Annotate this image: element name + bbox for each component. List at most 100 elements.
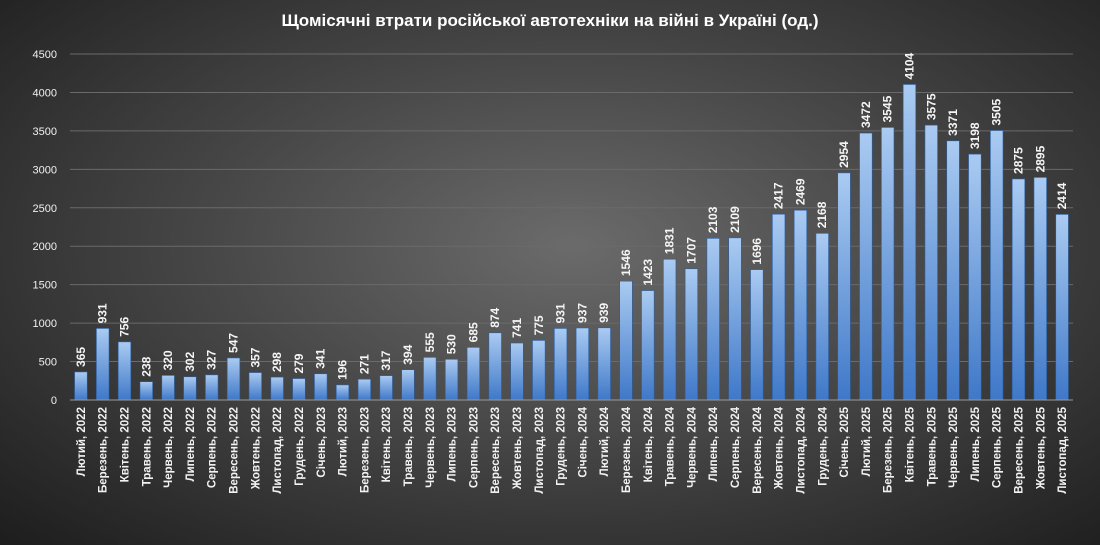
bar: [335, 384, 350, 401]
x-tick-label: Вересень, 2023: [490, 407, 502, 494]
x-tick-label: Листопад, 2024: [795, 406, 807, 493]
x-tick-label: Квітень, 2025: [904, 406, 916, 482]
data-label: 2417: [772, 182, 786, 209]
data-label: 2875: [1011, 147, 1025, 174]
x-tick-label: Лютий, 2024: [599, 406, 611, 476]
data-label: 1831: [663, 227, 677, 254]
data-label: 4104: [902, 52, 916, 79]
data-label: 341: [314, 348, 328, 368]
data-label: 937: [575, 303, 589, 323]
bar: [772, 213, 786, 401]
x-tick-label: Грудень, 2022: [294, 407, 306, 486]
data-label: 775: [532, 315, 546, 335]
data-label: 302: [183, 351, 197, 371]
data-label: 3371: [946, 109, 960, 136]
x-tick-label: Грудень, 2024: [817, 406, 829, 485]
bar: [74, 371, 88, 401]
bar: [401, 369, 415, 401]
x-tick-label: Липень, 2023: [447, 407, 459, 481]
x-tick-label: Лютий, 2025: [861, 406, 873, 476]
x-tick-label: Серпень, 2025: [992, 406, 1004, 488]
data-label: 2954: [837, 141, 851, 168]
x-tick-label: Серпень, 2023: [468, 407, 480, 488]
bar: [117, 341, 132, 401]
y-tick-label: 2000: [33, 241, 57, 253]
bar: [641, 290, 655, 401]
x-tick-label: Червень, 2025: [948, 406, 960, 487]
bar: [314, 373, 328, 401]
bar: [924, 124, 938, 401]
chart-title: Щомісячні втрати російської автотехніки …: [281, 11, 818, 30]
bar: [793, 209, 808, 401]
data-label: 3575: [924, 93, 938, 120]
data-label: 320: [161, 350, 175, 370]
bar: [728, 237, 742, 401]
x-tick-label: Лютий, 2023: [338, 407, 350, 476]
y-tick-label: 1500: [33, 280, 57, 292]
x-tick-label: Лютий, 2022: [76, 407, 88, 476]
bar: [1055, 214, 1069, 401]
data-label: 939: [597, 302, 611, 322]
data-label: 530: [445, 334, 459, 354]
bar: [510, 342, 524, 401]
y-axis-ticks: 0 500 1000 1500 2000 2500 3000 3500 4000 4500: [33, 49, 57, 407]
bar: [357, 378, 371, 401]
bar: [1033, 177, 1047, 401]
x-tick-label: Вересень, 2024: [752, 406, 764, 493]
bar: [139, 381, 153, 401]
x-tick-label: Червень, 2024: [686, 406, 698, 487]
bar: [597, 327, 611, 401]
data-label: 1546: [619, 249, 633, 276]
y-tick-label: 3500: [33, 126, 57, 138]
bar: [815, 233, 829, 401]
x-tick-label: Травень, 2024: [665, 406, 677, 486]
bar: [706, 238, 720, 401]
x-tick-label: Серпень, 2024: [730, 406, 742, 488]
bar: [161, 375, 175, 401]
bar: [553, 328, 568, 401]
data-label: 931: [96, 303, 110, 323]
bar: [96, 328, 110, 401]
bar: [837, 172, 851, 401]
y-tick-label: 4000: [33, 87, 57, 99]
data-label: 3505: [990, 98, 1004, 125]
bar: [444, 358, 459, 401]
data-label: 756: [118, 317, 132, 337]
data-label: 2103: [706, 206, 720, 233]
bar: [532, 340, 546, 401]
bar: [946, 140, 960, 401]
bar: [859, 132, 873, 401]
data-label: 2168: [815, 201, 829, 228]
x-tick-label: Червень, 2023: [425, 407, 437, 488]
x-tick-label: Березень, 2022: [98, 407, 110, 493]
data-label: 327: [205, 350, 219, 370]
bar: [575, 327, 590, 401]
data-label: 685: [466, 322, 480, 342]
data-label: 2414: [1055, 182, 1069, 209]
data-label: 874: [488, 307, 502, 327]
bar: [902, 84, 917, 401]
bar: [292, 378, 306, 401]
data-label: 357: [248, 347, 262, 367]
data-labels: 365 931 756 238 320 302 327 547 357 298 279 341 196 2…: [74, 52, 1069, 380]
data-label: 271: [357, 354, 371, 374]
x-tick-label: Липень, 2022: [185, 407, 197, 481]
x-tick-label: Грудень, 2023: [556, 407, 568, 486]
data-label: 2895: [1033, 145, 1047, 172]
x-tick-label: Жовтень, 2022: [250, 407, 262, 490]
x-tick-label: Квітень, 2022: [120, 407, 132, 482]
x-tick-label: Березень, 2024: [621, 406, 633, 493]
x-tick-label: Листопад, 2022: [272, 407, 284, 494]
y-tick-label: 1000: [33, 318, 57, 330]
y-tick-label: 0: [51, 395, 57, 407]
data-label: 1696: [750, 238, 764, 265]
bar: [619, 280, 633, 401]
y-tick-label: 2500: [33, 203, 57, 215]
x-tick-label: Січень, 2023: [316, 407, 328, 478]
x-tick-label: Березень, 2025: [883, 406, 895, 493]
data-label: 1423: [641, 259, 655, 286]
data-label: 3198: [968, 122, 982, 149]
x-tick-label: Липень, 2024: [708, 406, 720, 481]
data-label: 741: [510, 318, 524, 338]
